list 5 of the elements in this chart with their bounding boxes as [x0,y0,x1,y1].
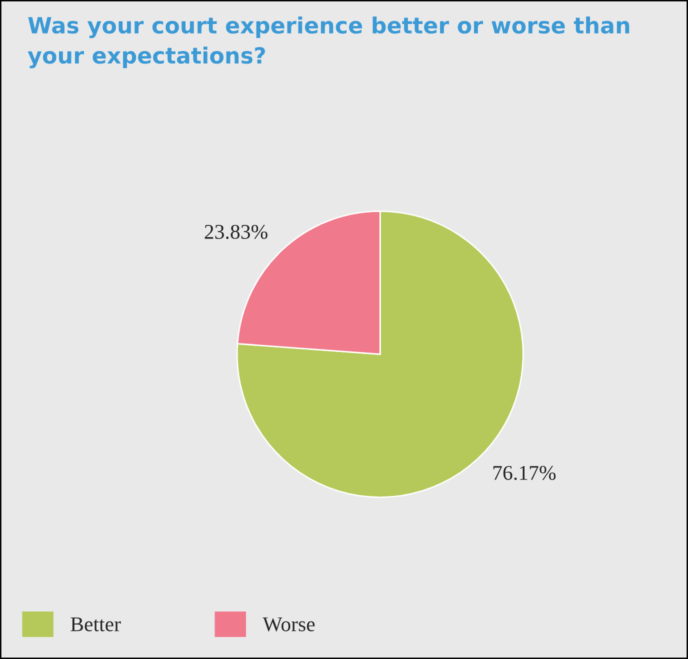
data-label: 76.17% [493,466,556,480]
data-label: 23.83% [204,224,268,239]
chart-title: Was your court experience better or worse than your expectations? [28,16,630,68]
legend-label: Better [70,617,121,632]
legend-label: Worse [262,617,315,632]
